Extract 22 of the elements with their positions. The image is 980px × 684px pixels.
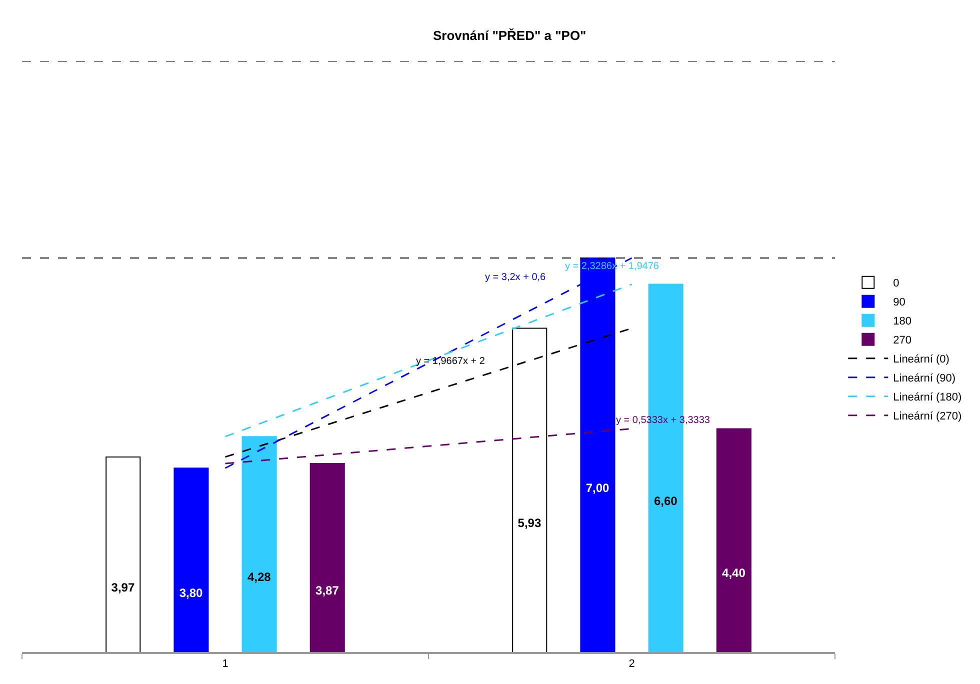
data-label: 5,93 — [518, 516, 542, 530]
x-tick-label: 2 — [628, 658, 635, 670]
legend-label: Lineární (0) — [893, 354, 950, 366]
x-tick-label: 1 — [222, 658, 228, 670]
data-label: 3,80 — [179, 586, 204, 600]
data-label: 3,87 — [316, 584, 340, 598]
legend-label: Lineární (90) — [893, 372, 956, 385]
annotation: y = 1,9667x + 2 — [416, 356, 486, 367]
legend-label: 180 — [893, 316, 912, 328]
annotation: y = 2,3286x + 1,9476 — [565, 261, 660, 272]
data-label: 7,00 — [586, 480, 610, 495]
data-label: 4,28 — [247, 570, 272, 584]
annotation: y = 3,2x + 0,6 — [485, 272, 546, 283]
legend-label: 90 — [893, 296, 906, 309]
data-label: 4,40 — [722, 566, 746, 580]
data-label: 3,97 — [111, 580, 135, 594]
legend-label: 0 — [893, 278, 900, 290]
legend-label: Lineární (180) — [893, 392, 962, 404]
data-label: 6,60 — [654, 494, 678, 508]
legend-label: 270 — [893, 334, 912, 347]
chart-title: Srovnání "PŘED" a "PO" — [432, 28, 586, 43]
legend-label: Lineární (270) — [893, 410, 962, 423]
